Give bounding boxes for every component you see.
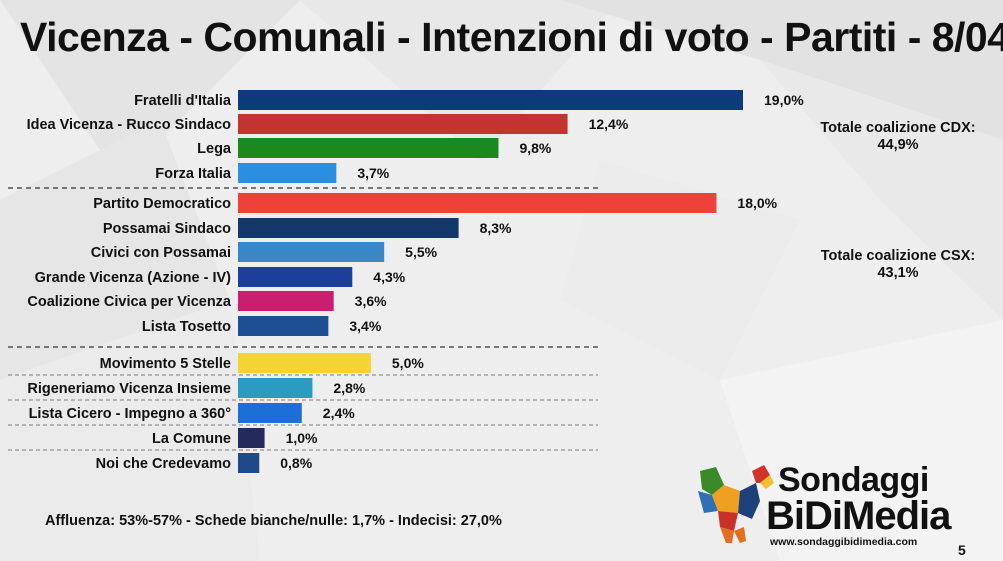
category-label: La Comune bbox=[152, 431, 231, 447]
bar bbox=[238, 163, 337, 183]
bar bbox=[238, 453, 260, 473]
bar bbox=[238, 403, 302, 423]
value-label: 0,8% bbox=[280, 455, 312, 471]
value-label: 1,0% bbox=[286, 430, 318, 446]
category-label: Rigeneriamo Vicenza Insieme bbox=[27, 381, 231, 397]
value-label: 3,7% bbox=[357, 165, 389, 181]
value-label: 19,0% bbox=[764, 92, 804, 108]
bar bbox=[238, 193, 717, 213]
category-label: Noi che Credevamo bbox=[96, 456, 232, 472]
category-label: Lista Tosetto bbox=[142, 319, 231, 335]
bar bbox=[238, 316, 329, 336]
value-label: 5,5% bbox=[405, 244, 437, 260]
value-label: 2,8% bbox=[333, 380, 365, 396]
category-label: Idea Vicenza - Rucco Sindaco bbox=[27, 117, 232, 133]
coalition-cdx-total: Totale coalizione CDX: 44,9% bbox=[808, 120, 988, 154]
coalition-csx-value: 43,1% bbox=[877, 265, 919, 281]
coalition-cdx-value: 44,9% bbox=[877, 137, 919, 153]
bar bbox=[238, 138, 499, 158]
page-number: 5 bbox=[958, 542, 966, 558]
category-label: Coalizione Civica per Vicenza bbox=[27, 294, 232, 310]
value-label: 2,4% bbox=[323, 405, 355, 421]
coalition-cdx-label: Totale coalizione CDX: bbox=[820, 120, 976, 136]
value-label: 3,6% bbox=[355, 293, 387, 309]
value-label: 5,0% bbox=[392, 355, 424, 371]
value-label: 12,4% bbox=[589, 116, 629, 132]
logo-url: www.sondaggibidimedia.com bbox=[770, 536, 918, 548]
category-label: Possamai Sindaco bbox=[103, 221, 231, 237]
bar bbox=[238, 353, 371, 373]
category-label: Civici con Possamai bbox=[91, 245, 231, 261]
value-label: 9,8% bbox=[519, 140, 551, 156]
category-label: Fratelli d'Italia bbox=[134, 93, 232, 109]
coalition-csx-label: Totale coalizione CSX: bbox=[820, 248, 976, 264]
logo-text-sondaggi: Sondaggi bbox=[778, 461, 929, 499]
bar bbox=[238, 291, 334, 311]
category-label: Partito Democratico bbox=[93, 196, 231, 212]
coalition-csx-total: Totale coalizione CSX: 43,1% bbox=[808, 248, 988, 282]
category-label: Movimento 5 Stelle bbox=[100, 356, 231, 372]
bar bbox=[238, 428, 265, 448]
bar bbox=[238, 218, 459, 238]
logo-text-bidimedia: BiDiMedia bbox=[766, 494, 951, 538]
category-label: Lista Cicero - Impegno a 360° bbox=[29, 406, 232, 422]
rooster-icon bbox=[698, 465, 774, 543]
category-label: Forza Italia bbox=[155, 166, 232, 182]
category-label: Grande Vicenza (Azione - IV) bbox=[35, 270, 232, 286]
sondaggi-bidimedia-logo: Sondaggi BiDiMedia www.sondaggibidimedia… bbox=[694, 461, 994, 548]
footnote: Affluenza: 53%-57% - Schede bianche/null… bbox=[45, 513, 502, 529]
value-label: 18,0% bbox=[737, 195, 777, 211]
value-label: 4,3% bbox=[373, 269, 405, 285]
bar bbox=[238, 242, 385, 262]
value-label: 3,4% bbox=[349, 318, 381, 334]
bar bbox=[238, 90, 743, 110]
bar bbox=[238, 114, 568, 134]
value-label: 8,3% bbox=[480, 220, 512, 236]
bar bbox=[238, 378, 313, 398]
bar bbox=[238, 267, 353, 287]
category-label: Lega bbox=[197, 141, 232, 157]
chart-title: Vicenza - Comunali - Intenzioni di voto … bbox=[20, 14, 1003, 60]
